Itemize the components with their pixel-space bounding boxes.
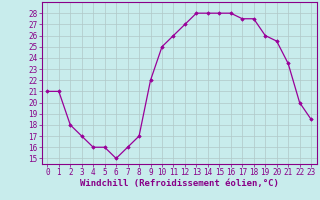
X-axis label: Windchill (Refroidissement éolien,°C): Windchill (Refroidissement éolien,°C) bbox=[80, 179, 279, 188]
